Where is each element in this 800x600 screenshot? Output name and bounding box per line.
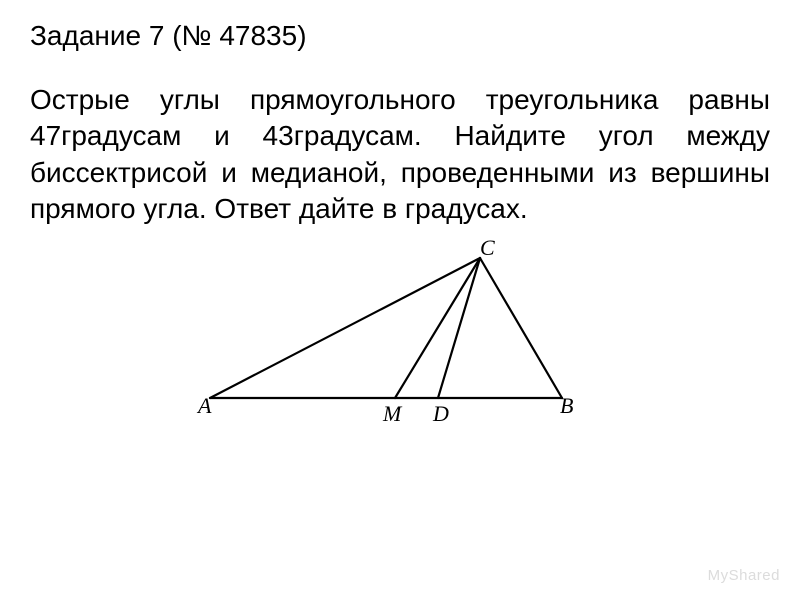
problem-statement: Острые углы прямоугольного треугольника … <box>30 82 770 228</box>
svg-text:M: M <box>382 401 403 426</box>
svg-text:B: B <box>560 393 573 418</box>
svg-text:A: A <box>196 393 212 418</box>
svg-text:C: C <box>480 238 495 260</box>
svg-text:D: D <box>432 401 449 426</box>
credit-watermark: MyShared <box>708 567 780 584</box>
triangle-diagram: A M D B C <box>190 238 610 428</box>
task-title: Задание 7 (№ 47835) <box>30 20 770 52</box>
diagram-container: A M D B C <box>30 238 770 428</box>
